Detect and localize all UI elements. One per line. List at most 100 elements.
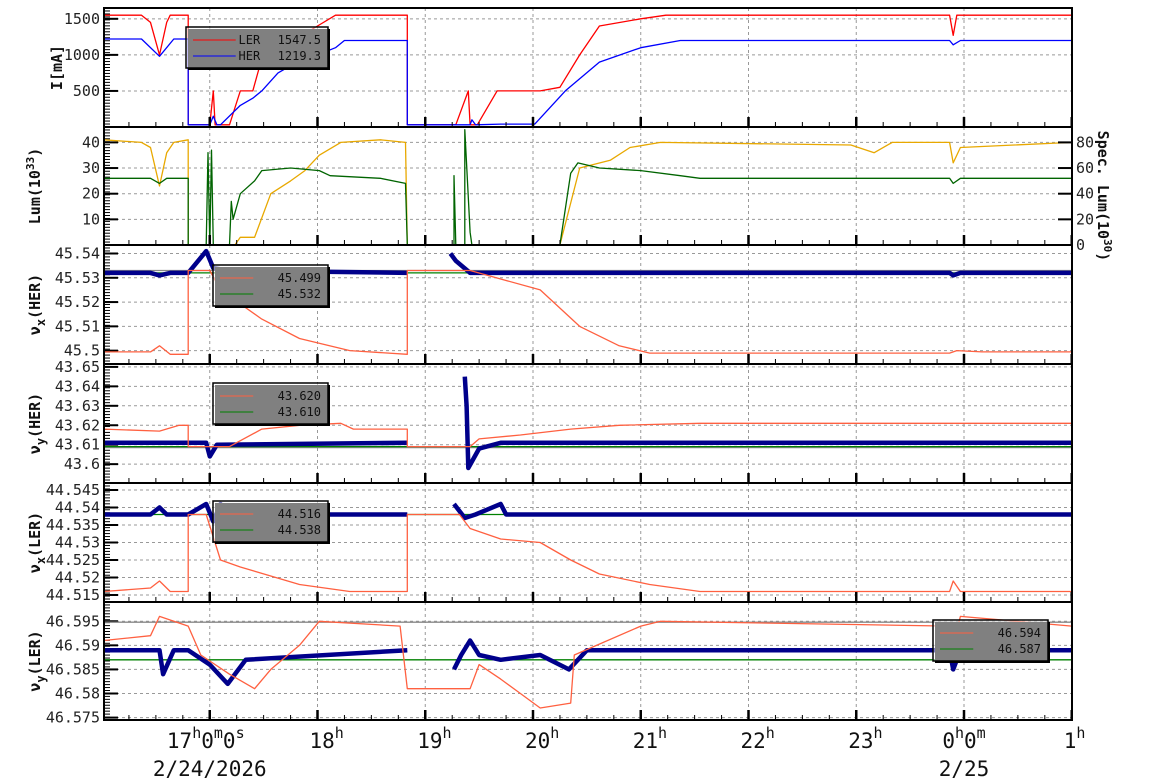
x-tick-h-unit: h xyxy=(658,724,667,742)
y-label-base: ν xyxy=(26,683,44,692)
legend-value: 1547.5 xyxy=(278,33,321,47)
y-axis-label: Lum(1033) xyxy=(24,148,44,224)
legend-value: 43.610 xyxy=(278,405,321,419)
x-tick-label: 17h0m0s xyxy=(167,724,245,753)
x-tick-label: 20h xyxy=(525,724,559,753)
y-label-base: Lum(10 xyxy=(26,170,44,224)
x-tick-label: 22h xyxy=(741,724,775,753)
x-tick-label: 21h xyxy=(633,724,667,753)
x-tick-label: 1h xyxy=(1064,724,1086,753)
y-tick-label: 44.525 xyxy=(46,551,100,569)
y-tick-label: 45.51 xyxy=(55,317,100,335)
y-label-sub: x xyxy=(34,557,48,564)
y-tick-label: 43.63 xyxy=(55,397,100,415)
x-tick-s-unit: s xyxy=(236,724,245,742)
y-label-sub: x xyxy=(34,319,48,326)
x-tick-h-unit: h xyxy=(766,724,775,742)
y2-label-suffix: ) xyxy=(1094,252,1112,261)
y-tick-label: 45.54 xyxy=(55,245,100,263)
x-tick-min: 0 xyxy=(964,729,977,753)
legend-value: 46.587 xyxy=(998,642,1041,656)
series-line-2 xyxy=(103,638,1072,687)
legend-value: 44.538 xyxy=(278,523,321,537)
series-line-3 xyxy=(103,422,1072,448)
y-tick-label: 1000 xyxy=(64,46,100,64)
y-label-suffix: ) xyxy=(26,148,44,157)
x-tick-hour: 17 xyxy=(167,729,192,753)
y-tick-label: 46.595 xyxy=(46,612,100,630)
x-tick-h-unit: h xyxy=(955,724,964,742)
y-label-base: ν xyxy=(26,564,44,573)
y-tick-label: 46.585 xyxy=(46,660,100,678)
y-axis-label: I[mA] xyxy=(48,45,66,90)
x-tick-min: 0 xyxy=(201,729,214,753)
y-tick-label: 20 xyxy=(82,185,100,203)
legend-box xyxy=(212,264,329,307)
y-tick-label: 46.59 xyxy=(55,636,100,654)
y-tick-label: 45.53 xyxy=(55,269,100,287)
y-tick-label: 44.53 xyxy=(55,534,100,552)
series-line-2 xyxy=(103,513,1072,593)
y2-axis-label: Spec. Lum(1030) xyxy=(1094,131,1114,262)
y-tick-label: 45.52 xyxy=(55,293,100,311)
legend: 44.516 44.538 xyxy=(212,500,330,544)
y-tick-label: 46.58 xyxy=(55,685,100,703)
x-tick-label: 23h xyxy=(848,724,882,753)
y-tick-label: 43.61 xyxy=(55,436,100,454)
y2-tick-label: 60 xyxy=(1076,159,1094,177)
x-tick-m-unit: m xyxy=(214,724,223,742)
y-label-suffix: (LER) xyxy=(26,630,44,675)
x-tick-hour: 19 xyxy=(417,729,442,753)
y-tick-label: 43.64 xyxy=(55,377,100,395)
panel-0: 500 1000 1500 I[mA] LER 1547.5 HER 1219.3 xyxy=(48,7,1073,128)
y-label-sub: y xyxy=(34,675,48,682)
y2-tick-label: 0 xyxy=(1076,236,1085,254)
y-tick-label: 44.52 xyxy=(55,569,100,587)
y-label-sub: y xyxy=(34,438,48,445)
x-tick-hour: 1 xyxy=(1064,729,1077,753)
x-tick-sec: 0 xyxy=(223,729,236,753)
x-tick-hour: 21 xyxy=(633,729,658,753)
y2-tick-label: 80 xyxy=(1076,133,1094,151)
x-tick-hour: 22 xyxy=(741,729,766,753)
series-line-0 xyxy=(103,139,1072,246)
legend-value: 1219.3 xyxy=(278,49,321,63)
x-tick-hour: 0 xyxy=(942,729,955,753)
legend-box xyxy=(185,26,329,69)
x-tick-hour: 20 xyxy=(525,729,550,753)
y-label-base: ν xyxy=(26,326,44,335)
y-label-base: I[mA] xyxy=(48,45,66,90)
x-tick-hour: 23 xyxy=(848,729,873,753)
series-line-3 xyxy=(103,615,1072,709)
y-tick-label: 45.5 xyxy=(64,342,100,360)
panel-frame xyxy=(103,601,1073,721)
legend-box xyxy=(212,500,329,543)
legend: 46.594 46.587 xyxy=(932,619,1050,663)
x-axis-labels: 17h0m0s 18h 19h 20h 21h 22h 23h 0h0m 1h2/24/2026… xyxy=(153,724,1086,781)
y-tick-label: 44.515 xyxy=(46,586,100,604)
x-tick-m-unit: m xyxy=(977,724,986,742)
panel-5: 46.575 46.58 46.585 46.59 46.595 νy(LER) 46.59… xyxy=(26,601,1073,727)
y2-label-sup: 30 xyxy=(1101,239,1114,252)
legend-value: 43.620 xyxy=(278,389,321,403)
y2-tick-label: 40 xyxy=(1076,185,1094,203)
y-axis-label: νx(LER) xyxy=(26,512,48,573)
x-tick-h-unit: h xyxy=(335,724,344,742)
y-tick-label: 44.54 xyxy=(55,499,100,517)
legend: 43.620 43.610 xyxy=(212,382,330,426)
legend-value: 44.516 xyxy=(278,507,321,521)
y-label-sup: 33 xyxy=(24,157,37,170)
y-tick-label: 500 xyxy=(73,82,100,100)
series-line-2 xyxy=(103,376,1072,471)
y-label-base: ν xyxy=(26,445,44,454)
y-tick-label: 10 xyxy=(82,210,100,228)
y-axis-label: νx(HER) xyxy=(26,274,48,335)
y-label-suffix: (LER) xyxy=(26,512,44,557)
y-tick-label: 46.575 xyxy=(46,709,100,727)
x-tick-label: 0h0m xyxy=(942,724,985,753)
y-tick-label: 1500 xyxy=(64,10,100,28)
x-tick-h-unit: h xyxy=(550,724,559,742)
